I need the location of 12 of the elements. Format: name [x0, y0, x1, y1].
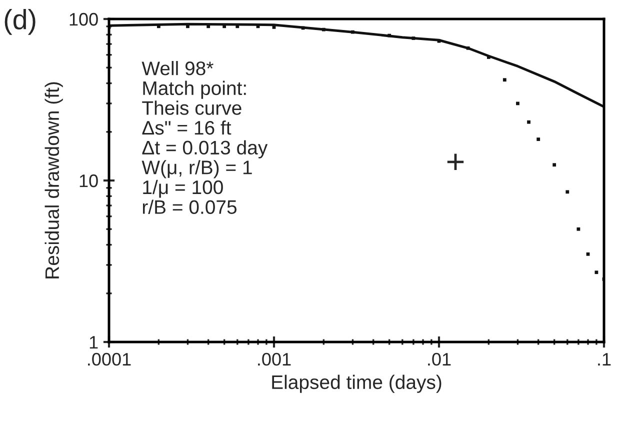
y-tick-label: 10	[80, 174, 98, 188]
x-tick-label: .1	[598, 353, 611, 366]
x-axis-title: Elapsed time (days)	[272, 374, 442, 393]
annotation: Well 98* Match point: Theis curve Δs" = 16 ft Δt = 0.013 day W(μ, r/B) = 1 1/μ = 100 r/B = 0.075	[142, 60, 268, 214]
y-axis-title: Residual drawdown (ft)	[44, 82, 63, 278]
annotation: +	[447, 154, 464, 170]
x-tick-label: .01	[428, 352, 451, 366]
x-tick-label: .001	[258, 352, 291, 366]
y-tick-label: 1	[90, 336, 98, 349]
chart-title: (d)	[4, 9, 36, 35]
x-tick-label: .0001	[88, 352, 131, 366]
y-tick-label: 100	[70, 12, 98, 26]
